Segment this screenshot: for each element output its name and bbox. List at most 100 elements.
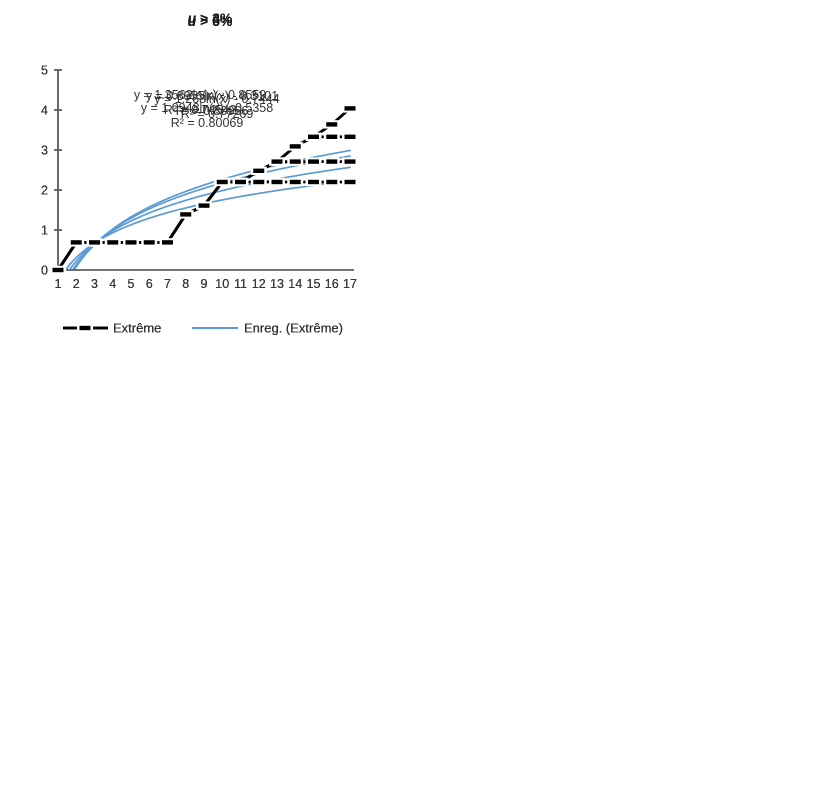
x-tick-label: 17 xyxy=(343,277,357,291)
y-tick-label: 1 xyxy=(41,224,48,238)
y-tick-label: 5 xyxy=(41,64,48,78)
series-marker xyxy=(326,179,338,185)
x-tick-label: 4 xyxy=(109,277,116,291)
legend-series-label: Extrême xyxy=(113,321,161,336)
y-tick-label: 3 xyxy=(41,144,48,158)
y-tick-label: 4 xyxy=(41,104,48,118)
x-tick-label: 2 xyxy=(73,277,80,291)
series-marker xyxy=(344,106,356,111)
x-tick-label: 1 xyxy=(55,277,62,291)
x-tick-label: 3 xyxy=(91,277,98,291)
x-tick-label: 13 xyxy=(270,277,284,291)
series-marker xyxy=(289,179,301,185)
x-tick-label: 2 xyxy=(73,277,80,291)
series-marker xyxy=(89,240,100,245)
series-marker xyxy=(344,179,356,185)
x-tick-label: 5 xyxy=(128,277,135,291)
x-tick-label: 4 xyxy=(109,277,116,291)
x-tick-label: 7 xyxy=(164,277,171,291)
x-tick-label: 15 xyxy=(307,277,321,291)
x-tick-label: 14 xyxy=(288,277,302,291)
legend-series-label: Extrême xyxy=(113,321,161,336)
y-tick-label: 0 xyxy=(41,264,48,278)
y-tick-label: 4 xyxy=(41,104,48,118)
series-marker xyxy=(308,159,319,164)
series-marker xyxy=(326,134,338,139)
y-tick-label: 1 xyxy=(41,224,48,238)
x-tick-label: 5 xyxy=(128,277,135,291)
x-tick-label: 8 xyxy=(182,277,189,291)
series-line xyxy=(56,180,350,271)
series-marker xyxy=(344,134,356,139)
x-tick-label: 13 xyxy=(270,277,284,291)
x-tick-label: 9 xyxy=(201,277,208,291)
trend-r-squared: R² = 0.77269 xyxy=(181,107,254,121)
x-tick-label: 9 xyxy=(201,277,208,291)
legend-series-label: Extrême xyxy=(113,321,161,336)
series-marker xyxy=(344,159,356,164)
x-tick-label: 17 xyxy=(343,277,357,291)
x-tick-label: 16 xyxy=(325,277,339,291)
series-marker xyxy=(180,212,192,217)
x-tick-label: 15 xyxy=(307,277,321,291)
series-marker xyxy=(107,240,119,245)
chart-title: u > 6% xyxy=(188,13,233,29)
legend: Extrême Enreg. (Extrême) xyxy=(63,321,343,336)
x-tick-label: 15 xyxy=(307,277,321,291)
x-tick-label: 2 xyxy=(73,277,80,291)
legend-trend-label: Enreg. (Extrême) xyxy=(244,321,343,336)
x-tick-label: 6 xyxy=(146,277,153,291)
series-marker xyxy=(216,179,228,185)
x-tick-label: 6 xyxy=(146,277,153,291)
series-marker xyxy=(326,159,338,164)
series-marker xyxy=(253,179,265,185)
chart-title: u > 5% xyxy=(188,13,233,29)
trend-equation: y = 0.8955ln(x) - 0.3101 xyxy=(146,89,278,103)
trend-equation: y = 1.268ln(x) - 0.7444 xyxy=(154,92,279,106)
y-tick-label: 3 xyxy=(41,144,48,158)
x-tick-label: 5 xyxy=(128,277,135,291)
y-tick-label: 2 xyxy=(41,184,48,198)
series-marker xyxy=(271,179,283,185)
legend-series-marker xyxy=(79,325,91,331)
trend-equation: y = 1.3562ln(x) - 0.8559 xyxy=(134,88,266,102)
series-marker xyxy=(289,144,301,149)
trend-r-squared: R² = 0.80966 xyxy=(176,104,249,118)
chart-u-gt-6pct: u > 6% 0 1 2 3 4 5 1 2 3 4 5 6 7 8 9 10 11 12 13 14 15 16 17 y… xyxy=(0,0,419,345)
y-tick-label: 3 xyxy=(41,144,48,158)
x-tick-label: 10 xyxy=(215,277,229,291)
x-tick-label: 14 xyxy=(288,277,302,291)
x-tick-label: 11 xyxy=(234,277,247,291)
trendline xyxy=(71,155,351,271)
x-tick-label: 6 xyxy=(146,277,153,291)
x-tick-label: 11 xyxy=(234,277,247,291)
series-marker xyxy=(253,168,265,173)
legend-trend-label: Enreg. (Extrême) xyxy=(244,321,343,336)
y-tick-label: 4 xyxy=(41,104,48,118)
y-tick-label: 0 xyxy=(41,264,48,278)
x-tick-label: 12 xyxy=(252,277,266,291)
x-tick-label: 17 xyxy=(343,277,357,291)
series-marker xyxy=(271,159,283,164)
x-tick-label: 9 xyxy=(201,277,208,291)
x-tick-label: 16 xyxy=(325,277,339,291)
y-tick-label: 1 xyxy=(41,224,48,238)
x-tick-label: 17 xyxy=(343,277,357,291)
x-tick-label: 12 xyxy=(252,277,266,291)
x-tick-label: 14 xyxy=(288,277,302,291)
x-tick-label: 3 xyxy=(91,277,98,291)
y-tick-label: 5 xyxy=(41,64,48,78)
x-tick-label: 11 xyxy=(234,277,247,291)
trend-r-squared: R² = 0.74542 xyxy=(164,103,237,117)
x-tick-label: 13 xyxy=(270,277,284,291)
x-tick-label: 5 xyxy=(128,277,135,291)
y-tick-label: 4 xyxy=(41,104,48,118)
y-tick-label: 2 xyxy=(41,184,48,198)
x-tick-label: 9 xyxy=(201,277,208,291)
trend-equation: y = 1.0948ln(x) - 0.5358 xyxy=(141,101,273,115)
x-tick-label: 12 xyxy=(252,277,266,291)
chart-title: u > 4% xyxy=(188,10,233,26)
legend-series-label: Extrême xyxy=(113,321,161,336)
series-marker xyxy=(162,240,173,245)
